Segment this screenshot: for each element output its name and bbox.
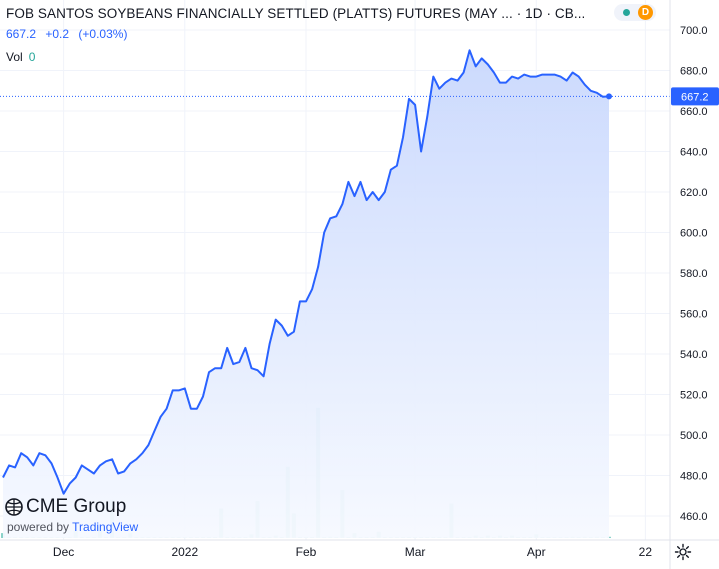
market-status-pill[interactable]: D — [614, 4, 656, 21]
price-quote: 667.2 +0.2 (+0.03%) — [6, 27, 133, 41]
y-tick-label: 580.0 — [680, 268, 708, 280]
volume-legend: Vol 0 — [6, 50, 35, 64]
cme-globe-icon — [5, 498, 23, 516]
market-open-dot-icon — [623, 9, 630, 16]
x-tick-label: Feb — [296, 545, 317, 559]
cme-brand-text: CME Group — [26, 496, 127, 517]
volume-label: Vol — [6, 50, 23, 64]
y-tick-label: 460.0 — [680, 511, 708, 523]
y-tick-label: 520.0 — [680, 390, 708, 402]
gear-icon[interactable] — [674, 543, 692, 561]
x-tick-label: 2022 — [171, 545, 198, 559]
x-tick-label: 22 — [639, 545, 653, 559]
price-change: +0.2 — [45, 27, 70, 41]
y-tick-label: 560.0 — [680, 309, 708, 321]
price-change-pct: (+0.03%) — [78, 27, 128, 41]
y-tick-label: 600.0 — [680, 228, 708, 240]
chart-title: FOB SANTOS SOYBEANS FINANCIALLY SETTLED … — [6, 6, 586, 21]
x-tick-label: Dec — [53, 545, 74, 559]
y-tick-label: 620.0 — [680, 187, 708, 199]
x-tick-label: Apr — [527, 545, 546, 559]
x-tick-label: Mar — [405, 545, 426, 559]
y-tick-label: 500.0 — [680, 430, 708, 442]
price-area — [3, 50, 609, 539]
last-price-point — [606, 93, 612, 100]
y-tick-label: 700.0 — [680, 25, 708, 37]
volume-value: 0 — [28, 50, 36, 64]
y-tick-label: 660.0 — [680, 106, 708, 118]
cme-group-logo[interactable]: CME Group — [5, 496, 126, 518]
y-tick-label: 680.0 — [680, 66, 708, 78]
tradingview-brand: TradingView — [72, 520, 139, 534]
y-tick-label: 540.0 — [680, 349, 708, 361]
powered-prefix: powered by — [7, 520, 73, 534]
last-price-badge-label: 667.2 — [681, 91, 709, 103]
y-tick-label: 640.0 — [680, 147, 708, 159]
price-line — [2, 49, 610, 495]
delayed-data-badge[interactable]: D — [638, 5, 653, 20]
powered-by-text[interactable]: powered by TradingView — [7, 520, 138, 534]
last-price-badge — [671, 87, 719, 106]
last-price: 667.2 — [6, 27, 37, 41]
y-tick-label: 480.0 — [680, 471, 708, 483]
